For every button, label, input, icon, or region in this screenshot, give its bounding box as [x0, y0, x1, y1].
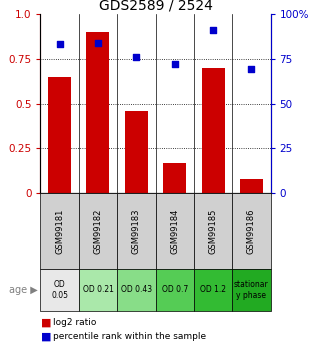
- Bar: [48, 77, 71, 193]
- Bar: [202, 68, 225, 193]
- Bar: [117, 269, 156, 310]
- Bar: [125, 111, 148, 193]
- Point: [172, 61, 177, 67]
- Bar: [240, 179, 263, 193]
- Bar: [232, 269, 271, 310]
- Text: stationar
y phase: stationar y phase: [234, 280, 269, 299]
- Text: GSM99181: GSM99181: [55, 208, 64, 254]
- Point: [95, 40, 100, 45]
- Bar: [79, 193, 117, 269]
- Bar: [156, 193, 194, 269]
- Text: ■: ■: [41, 332, 52, 341]
- Bar: [163, 163, 186, 193]
- Bar: [40, 269, 79, 310]
- Text: GSM99185: GSM99185: [209, 208, 217, 254]
- Text: OD 0.43: OD 0.43: [121, 285, 152, 294]
- Text: ■: ■: [41, 318, 52, 327]
- Text: OD 1.2: OD 1.2: [200, 285, 226, 294]
- Text: OD 0.7: OD 0.7: [161, 285, 188, 294]
- Text: GSM99182: GSM99182: [94, 208, 102, 254]
- Bar: [40, 193, 79, 269]
- Bar: [232, 193, 271, 269]
- Point: [134, 54, 139, 60]
- Text: log2 ratio: log2 ratio: [53, 318, 96, 327]
- Bar: [79, 269, 117, 310]
- Text: age ▶: age ▶: [9, 285, 37, 295]
- Text: GSM99184: GSM99184: [170, 208, 179, 254]
- Point: [211, 27, 216, 33]
- Bar: [194, 193, 232, 269]
- Text: OD 0.21: OD 0.21: [82, 285, 114, 294]
- Text: OD
0.05: OD 0.05: [51, 280, 68, 299]
- Bar: [194, 269, 232, 310]
- Bar: [156, 269, 194, 310]
- Point: [249, 67, 254, 72]
- Text: GSM99186: GSM99186: [247, 208, 256, 254]
- Text: percentile rank within the sample: percentile rank within the sample: [53, 332, 206, 341]
- Bar: [117, 193, 156, 269]
- Text: GSM99183: GSM99183: [132, 208, 141, 254]
- Bar: [86, 32, 109, 193]
- Point: [57, 41, 62, 47]
- Title: GDS2589 / 2524: GDS2589 / 2524: [99, 0, 212, 13]
